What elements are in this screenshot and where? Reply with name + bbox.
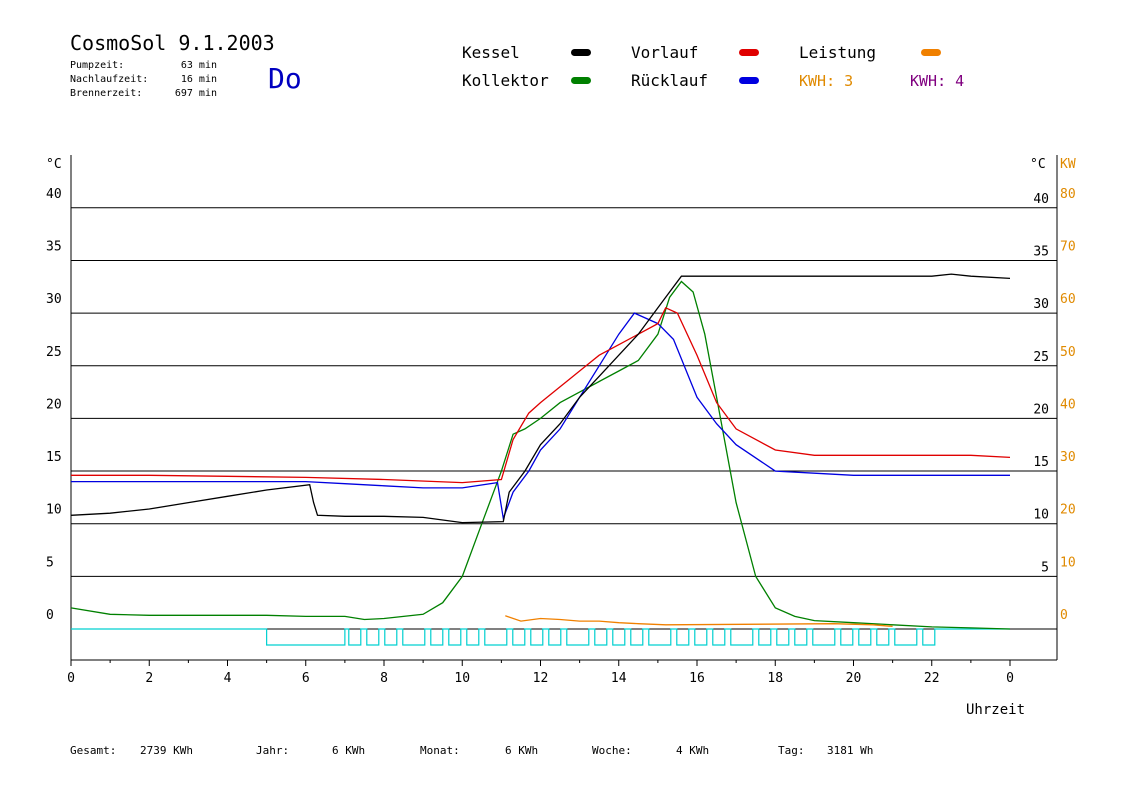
legend-kwh4-label: KWH: 4 — [910, 72, 964, 90]
footer-monat-value: 6 KWh — [505, 744, 538, 757]
kw-tick-label: 70 — [1060, 239, 1076, 254]
footer-tag-value: 3181 Wh — [827, 744, 873, 757]
left-tick-label: 20 — [46, 397, 62, 412]
right-tick-label: 40 — [1033, 192, 1049, 207]
left-tick-label: 35 — [46, 239, 62, 254]
kw-axis-unit: KW — [1060, 157, 1076, 172]
left-tick-label: 0 — [46, 608, 54, 623]
series-vorlauf — [71, 306, 1011, 484]
kw-tick-label: 30 — [1060, 450, 1076, 465]
left-tick-label: 30 — [46, 292, 62, 307]
left-axis-unit: °C — [46, 157, 62, 172]
right-tick-label: 30 — [1033, 297, 1049, 312]
pump-cycle-trace — [71, 628, 1010, 646]
x-tick-label: 12 — [533, 671, 549, 686]
footer-gesamt-label: Gesamt: — [70, 744, 116, 757]
x-tick-label: 0 — [1006, 671, 1014, 686]
x-axis-label: Uhrzeit — [966, 702, 1025, 718]
kw-tick-label: 60 — [1060, 292, 1076, 307]
chart-title: CosmoSol 9.1.2003 — [70, 31, 275, 55]
series-leistung — [505, 615, 893, 628]
legend-leistung-swatch — [921, 49, 941, 56]
right-tick-label: 20 — [1033, 402, 1049, 417]
right-tick-label: 5 — [1041, 560, 1049, 575]
left-tick-label: 5 — [46, 555, 54, 570]
x-tick-label: 4 — [224, 671, 232, 686]
right-axis-unit: °C — [1030, 157, 1046, 172]
series-group — [70, 273, 1011, 630]
footer-jahr-label: Jahr: — [256, 744, 289, 757]
x-tick-label: 8 — [380, 671, 388, 686]
legend-kollektor-swatch — [571, 77, 591, 84]
kw-tick-label: 50 — [1060, 345, 1076, 360]
legend-kwh3-label: KWH: 3 — [799, 72, 853, 90]
series-kollektor — [70, 280, 1011, 630]
x-tick-label: 18 — [767, 671, 783, 686]
left-tick-label: 40 — [46, 187, 62, 202]
left-tick-label: 15 — [46, 450, 62, 465]
x-tick-label: 16 — [689, 671, 705, 686]
series-kessel — [70, 273, 1011, 524]
legend-ruecklauf-swatch — [739, 77, 759, 84]
kw-tick-label: 10 — [1060, 555, 1076, 570]
footer-monat-label: Monat: — [420, 744, 460, 757]
footer-woche-label: Woche: — [592, 744, 632, 757]
legend-kollektor-label: Kollektor — [462, 71, 549, 90]
right-tick-label: 35 — [1033, 244, 1049, 259]
footer-gesamt-value: 2739 KWh — [140, 744, 193, 757]
weekday-label: Do — [268, 62, 302, 95]
legend-leistung-label: Leistung — [799, 43, 876, 62]
legend-kessel-label: Kessel — [462, 43, 520, 62]
nachlaufzeit-label: Nachlaufzeit: — [70, 74, 148, 85]
series-ruecklauf — [71, 312, 1010, 521]
x-tick-label: 14 — [611, 671, 627, 686]
left-tick-label: 25 — [46, 345, 62, 360]
kw-tick-label: 20 — [1060, 503, 1076, 518]
x-tick-label: 22 — [924, 671, 940, 686]
kw-tick-label: 0 — [1060, 608, 1068, 623]
kw-tick-label: 80 — [1060, 187, 1076, 202]
brennerzeit-label: Brennerzeit: — [70, 88, 142, 99]
nachlaufzeit-value: 16 min — [181, 74, 217, 85]
brennerzeit-value: 697 min — [175, 88, 217, 99]
footer-woche-value: 4 KWh — [676, 744, 709, 757]
x-tick-label: 10 — [454, 671, 470, 686]
pump-cycle-indicator — [71, 628, 1010, 646]
axes: 0510152025303540510152025303540010203040… — [46, 155, 1076, 686]
legend-vorlauf-swatch — [739, 49, 759, 56]
left-tick-label: 10 — [46, 503, 62, 518]
right-tick-label: 25 — [1033, 350, 1049, 365]
x-tick-label: 0 — [67, 671, 75, 686]
x-tick-label: 6 — [302, 671, 310, 686]
legend-ruecklauf-label: Rücklauf — [631, 71, 708, 90]
pumpzeit-label: Pumpzeit: — [70, 60, 124, 71]
footer-tag-label: Tag: — [778, 744, 805, 757]
right-tick-label: 15 — [1033, 455, 1049, 470]
pumpzeit-value: 63 min — [181, 60, 217, 71]
kw-tick-label: 40 — [1060, 397, 1076, 412]
x-tick-label: 20 — [846, 671, 862, 686]
legend-kessel-swatch — [571, 49, 591, 56]
x-tick-label: 2 — [145, 671, 153, 686]
legend-vorlauf-label: Vorlauf — [631, 43, 698, 62]
footer-jahr-value: 6 KWh — [332, 744, 365, 757]
right-tick-label: 10 — [1033, 508, 1049, 523]
